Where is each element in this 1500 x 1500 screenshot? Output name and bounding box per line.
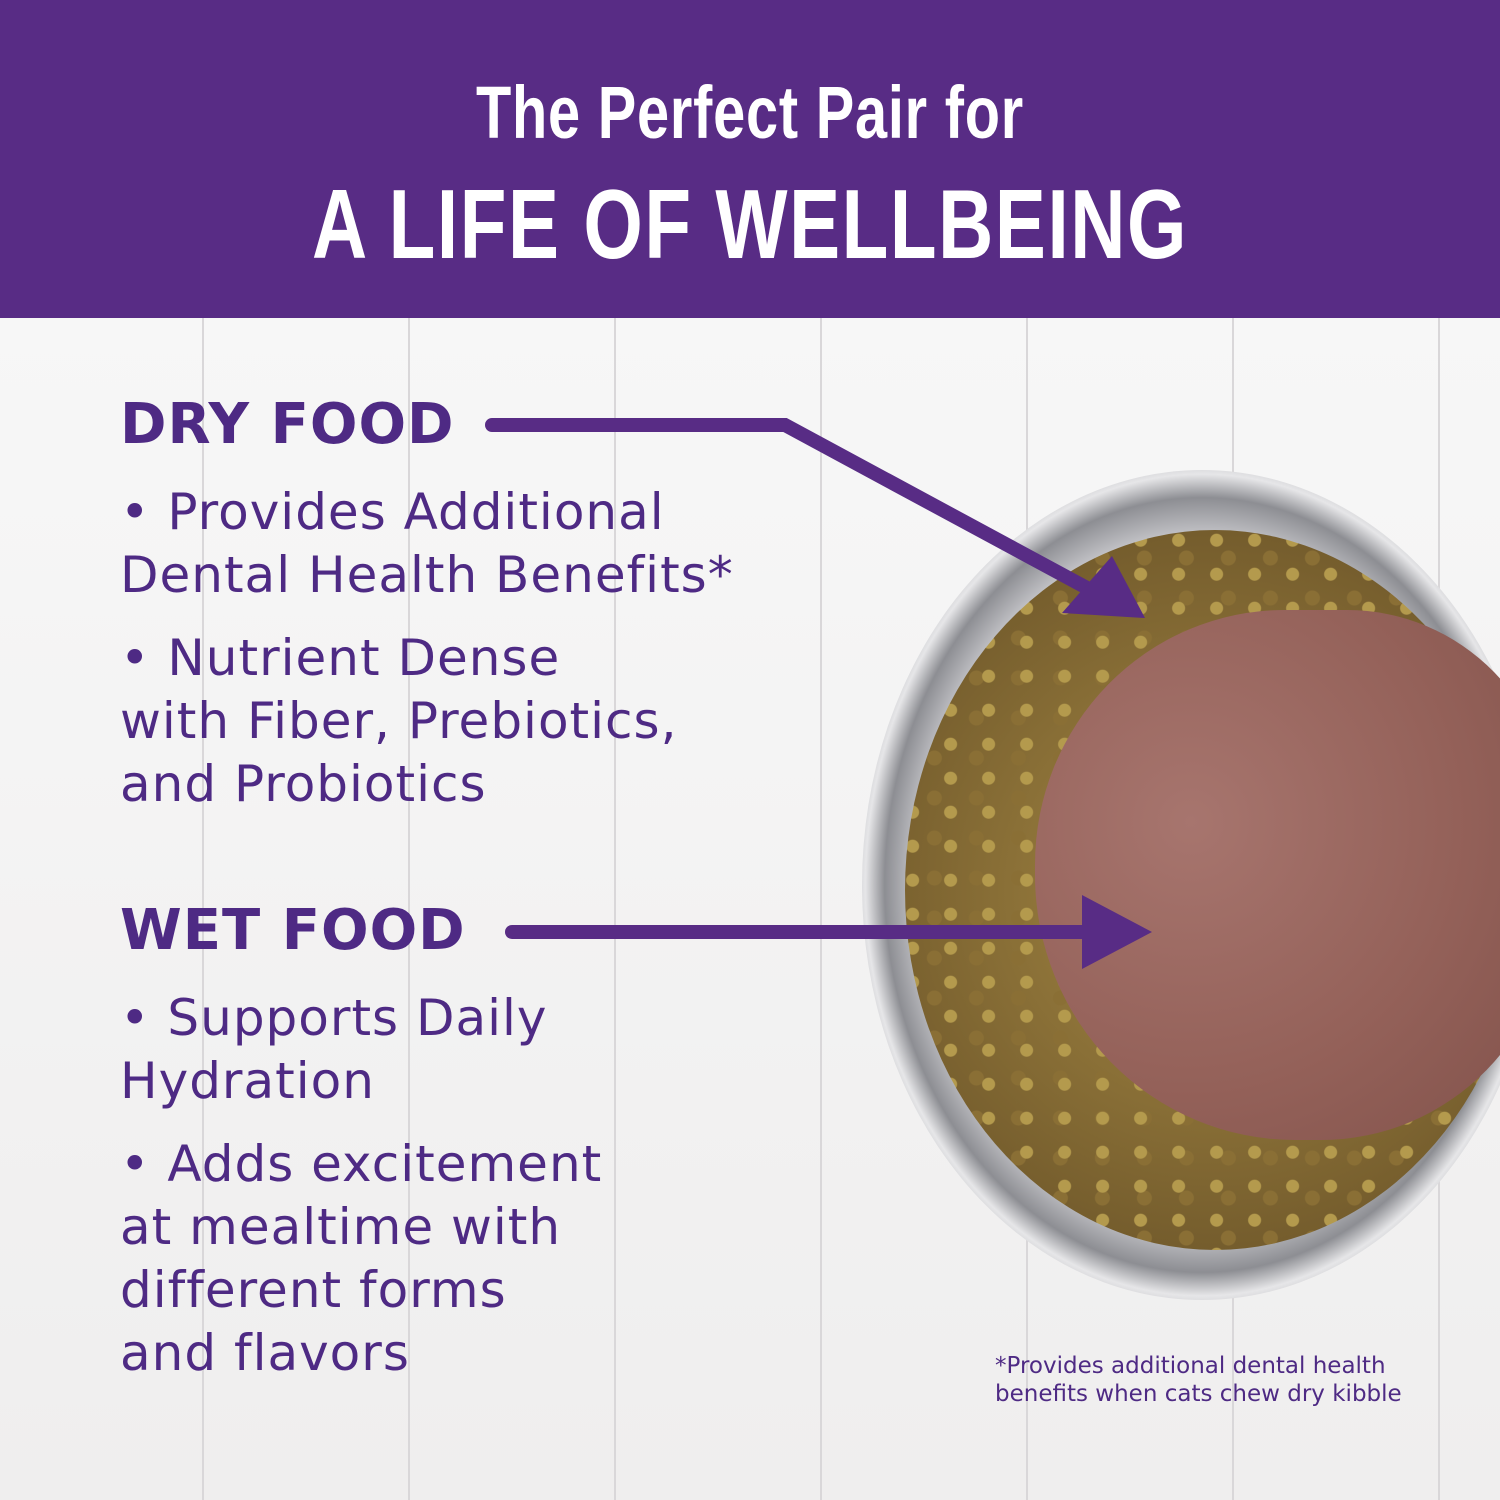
wet-bullet-line: • Supports Daily — [120, 989, 548, 1047]
wet-bullet-line: at mealtime with — [120, 1198, 562, 1256]
wet-bullet-line: different forms — [120, 1261, 507, 1319]
dry-food-arrowhead — [1062, 556, 1145, 618]
dry-bullet-line: • Provides Additional — [120, 483, 665, 541]
footnote: *Provides additional dental health benef… — [995, 1352, 1402, 1408]
wet-bullet-line: Hydration — [120, 1052, 375, 1110]
dry-bullet-line: with Fiber, Prebiotics, — [120, 692, 678, 750]
dry-food-arrow — [485, 418, 1107, 602]
wet-bullet-line: and flavors — [120, 1324, 410, 1382]
wet-bullet-line: • Adds excitement — [120, 1135, 603, 1193]
wet-food-title: WET FOOD — [120, 898, 466, 963]
footnote-line: *Provides additional dental health — [995, 1353, 1386, 1379]
headline-line2: A LIFE OF WELLBEING — [311, 169, 1189, 279]
dry-bullet-line: Dental Health Benefits* — [120, 546, 734, 604]
dry-food-title: DRY FOOD — [120, 392, 455, 457]
dry-bullet-line: • Nutrient Dense — [120, 629, 561, 687]
footnote-line: benefits when cats chew dry kibble — [995, 1381, 1402, 1407]
wet-food-arrowhead — [1082, 895, 1152, 969]
header-banner: The Perfect Pair for A LIFE OF WELLBEING — [0, 0, 1500, 318]
dry-bullet-line: and Probiotics — [120, 755, 487, 813]
headline-line1: The Perfect Pair for — [475, 71, 1025, 154]
wet-food-image — [1035, 610, 1500, 1140]
